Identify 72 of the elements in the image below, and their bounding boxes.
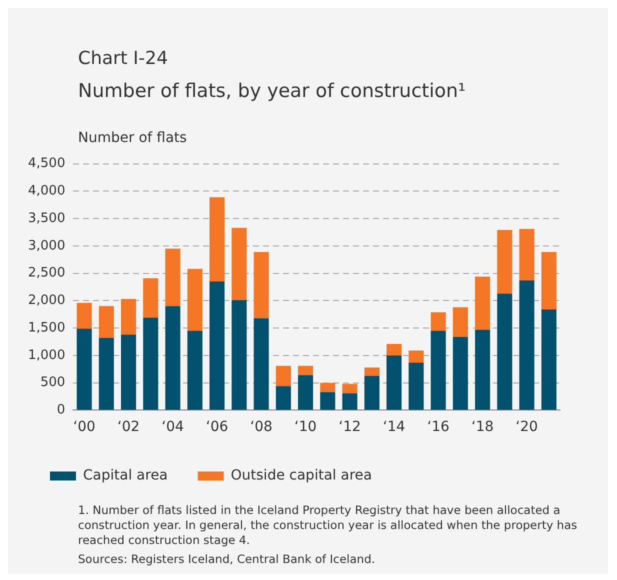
x-tick-label: ‘04	[162, 419, 184, 436]
bar	[320, 382, 336, 392]
bar	[232, 300, 247, 410]
y-axis-title: Number of flats	[78, 130, 187, 146]
x-tick-label: ‘06	[206, 419, 228, 436]
bar	[430, 330, 446, 410]
source-note: Sources: Registers Iceland, Central Bank of Iceland.	[78, 552, 376, 567]
bar	[210, 197, 225, 282]
chart-subtitle: Number of flats, by year of construction¹	[78, 80, 466, 102]
bar	[276, 366, 291, 386]
bar	[76, 328, 92, 410]
y-tick-label: 2,500	[28, 266, 66, 281]
y-tick-label: 3,000	[28, 238, 66, 254]
bar	[76, 302, 92, 329]
x-tick-label: ‘14	[382, 419, 406, 436]
y-tick-label: 4,000	[28, 184, 66, 199]
bar	[165, 248, 180, 306]
bar	[298, 366, 314, 376]
x-tick-label: ‘10	[294, 419, 317, 436]
y-tick-label: 4,500	[28, 156, 66, 172]
text: 1. Number of flats listed in the Iceland Property Registry that have been allocated a construction year. In general, the construction year is allocated when the property has reached construction stage 4.	[78, 503, 578, 548]
bar	[497, 294, 512, 410]
bar	[386, 344, 402, 356]
bar	[475, 276, 490, 330]
y-tick-label: 2,000	[28, 293, 66, 308]
bar	[386, 355, 402, 410]
bar	[342, 393, 358, 410]
y-tick-label: 500	[40, 375, 66, 390]
bar	[408, 350, 424, 363]
bar	[342, 384, 358, 394]
y-tick-label: 0	[56, 402, 66, 418]
bar	[519, 228, 534, 280]
x-tick-label: ‘16	[427, 419, 450, 436]
x-tick-label: ‘00	[73, 419, 96, 436]
bar	[430, 312, 446, 331]
bar	[497, 230, 512, 294]
bar	[364, 376, 380, 410]
bar	[143, 278, 158, 318]
bar	[121, 334, 136, 410]
bar	[121, 299, 136, 335]
bar	[187, 268, 202, 331]
bar	[98, 338, 114, 410]
bar	[232, 228, 247, 300]
bar	[254, 318, 269, 410]
bar	[210, 282, 225, 410]
bar	[475, 330, 490, 410]
y-tick-label: 3,500	[28, 210, 66, 226]
x-tick-label: ‘02	[117, 419, 140, 436]
bar	[276, 386, 291, 410]
x-tick-label: ‘18	[471, 419, 494, 436]
bar	[452, 336, 468, 410]
chart-title: Chart I-24	[78, 48, 168, 69]
bar	[364, 367, 380, 376]
bar	[541, 252, 556, 310]
bar	[298, 375, 314, 410]
bar	[408, 362, 424, 410]
y-tick-label: 1,500	[28, 320, 66, 336]
legend-label: Capital area	[83, 468, 168, 484]
bar	[320, 392, 336, 410]
bar	[541, 309, 556, 410]
bar	[98, 306, 114, 338]
x-tick-label: ‘20	[516, 419, 538, 436]
bar	[187, 330, 202, 410]
bar	[165, 306, 180, 410]
bar	[143, 318, 158, 410]
x-tick-label: ‘12	[338, 419, 361, 436]
bar	[519, 280, 534, 410]
bar	[254, 252, 269, 318]
x-tick-label: ‘08	[250, 419, 272, 436]
bar	[452, 307, 468, 337]
legend-label: Outside capital area	[230, 468, 372, 484]
y-tick-label: 1,000	[28, 348, 66, 363]
